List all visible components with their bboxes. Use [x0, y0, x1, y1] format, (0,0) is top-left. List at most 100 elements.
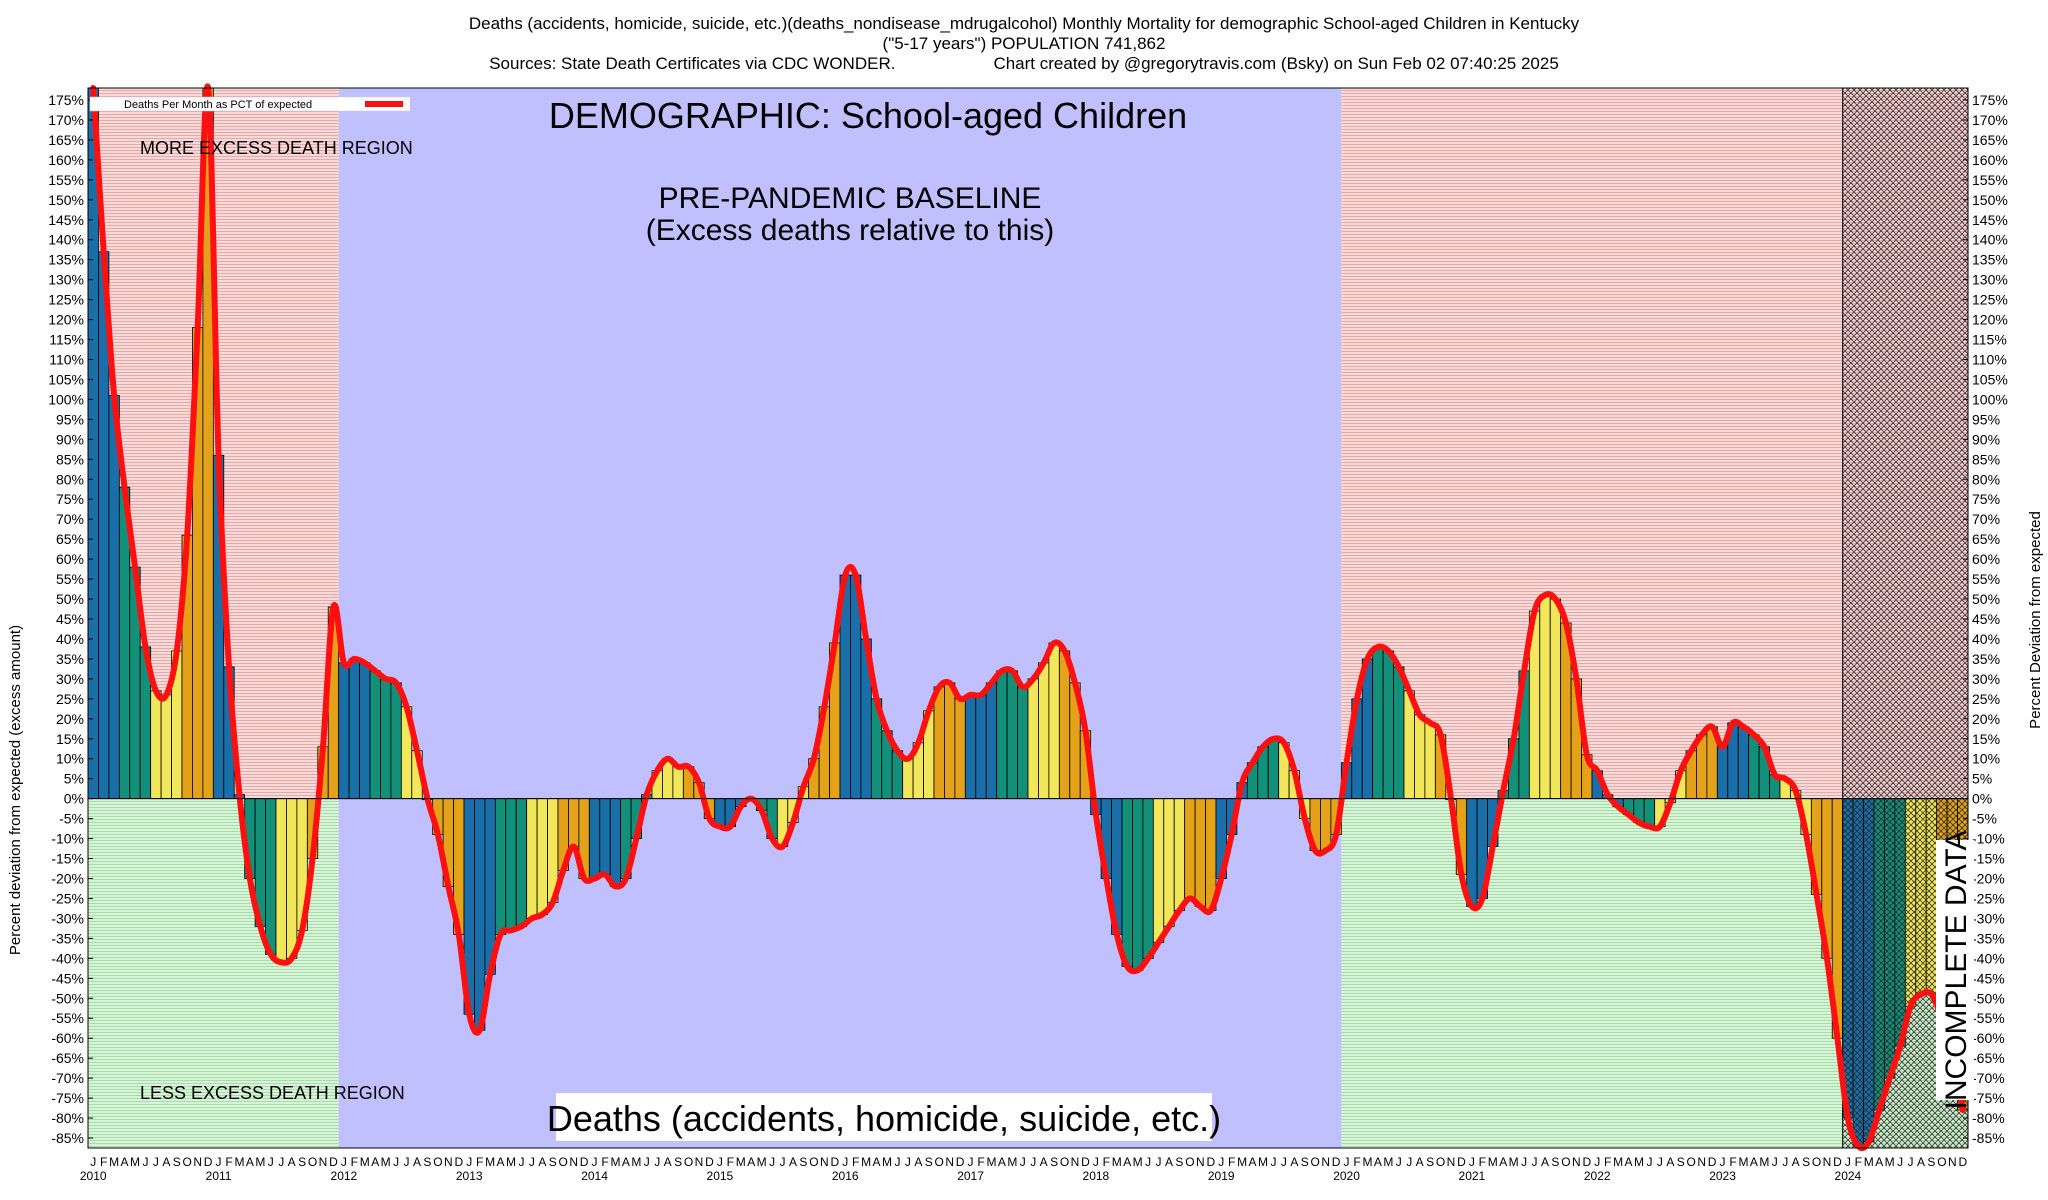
legend: Deaths Per Month as PCT of expected [89, 96, 411, 112]
bar [1121, 798, 1133, 967]
x-year-label: 2011 [206, 1169, 232, 1183]
cause-label: Deaths (accidents, homicide, suicide, et… [547, 1098, 1221, 1139]
bar [515, 798, 528, 927]
y-tick-label-left: 90% [56, 431, 84, 447]
x-month-label: J [1093, 1155, 1099, 1169]
bar [87, 87, 99, 800]
y-tick-label-right: 20% [1972, 711, 2000, 727]
x-month-label: M [506, 1155, 516, 1169]
x-month-label: J [529, 1155, 535, 1169]
x-month-label: D [1582, 1155, 1591, 1169]
x-month-label: O [1436, 1155, 1445, 1169]
x-month-label: J [780, 1155, 786, 1169]
x-month-label: O [1060, 1155, 1069, 1169]
x-month-label: M [255, 1155, 265, 1169]
bar [1716, 746, 1729, 800]
x-month-label: F [100, 1155, 107, 1169]
y-tick-label-left: 70% [56, 511, 84, 527]
y-tick-label-right: 95% [1972, 411, 2000, 427]
x-month-label: S [1050, 1155, 1058, 1169]
x-month-label: A [1040, 1155, 1048, 1169]
y-tick-label-left: 140% [48, 232, 84, 248]
y-tick-label-left: 85% [56, 451, 84, 467]
x-month-label: A [622, 1155, 630, 1169]
bar [275, 798, 287, 963]
y-tick-label-right: -15% [1972, 851, 2005, 867]
bar [1267, 738, 1280, 800]
bar [494, 798, 507, 935]
x-month-label: O [1561, 1155, 1570, 1169]
x-month-label: D [1206, 1155, 1215, 1169]
bar [1027, 678, 1039, 800]
bar [359, 662, 371, 800]
x-year-label: 2018 [1083, 1169, 1110, 1183]
y-tick-label-right: -30% [1972, 910, 2005, 926]
x-month-label: J [1270, 1155, 1276, 1169]
bar [1048, 642, 1060, 800]
bar [369, 670, 381, 800]
x-month-label: F [1353, 1155, 1360, 1169]
x-month-label: O [935, 1155, 944, 1169]
x-month-label: M [1488, 1155, 1498, 1169]
y-tick-label-left: -25% [51, 890, 84, 906]
x-month-label: F [1228, 1155, 1235, 1169]
y-tick-label-left: 155% [48, 172, 84, 188]
x-month-label: J [1030, 1155, 1036, 1169]
y-tick-label-right: 40% [1972, 631, 2000, 647]
x-month-label: A [914, 1155, 922, 1169]
y-tick-label-right: -25% [1972, 890, 2005, 906]
y-tick-label-left: 45% [56, 611, 84, 627]
x-month-label: N [1196, 1155, 1205, 1169]
x-month-label: J [142, 1155, 148, 1169]
x-year-label: 2022 [1584, 1169, 1611, 1183]
x-month-label: M [1112, 1155, 1122, 1169]
x-month-label: M [882, 1155, 892, 1169]
x-month-label: J [268, 1155, 274, 1169]
cause-label-bg [556, 1093, 1212, 1141]
legend-swatch [365, 101, 403, 107]
x-month-label: N [569, 1155, 578, 1169]
x-month-label: A [1290, 1155, 1298, 1169]
y-tick-label-left: 125% [48, 292, 84, 308]
y-tick-label-left: -70% [51, 1070, 84, 1086]
y-tick-label-left: 40% [56, 631, 84, 647]
bar [1748, 734, 1760, 800]
x-year-label: 2017 [957, 1169, 984, 1183]
y-tick-label-left: 0% [64, 791, 84, 807]
y-tick-label-left: 145% [48, 212, 84, 228]
x-year-label: 2016 [832, 1169, 859, 1183]
background-regions [88, 88, 1968, 1148]
x-month-label: M [1864, 1155, 1874, 1169]
x-month-label: S [1927, 1155, 1935, 1169]
x-month-label: O [433, 1155, 442, 1169]
y-tick-label-right: 160% [1972, 152, 2008, 168]
x-month-label: O [1687, 1155, 1696, 1169]
y-tick-label-left: 160% [48, 152, 84, 168]
x-month-label: S [1175, 1155, 1183, 1169]
y-tick-label-right: 150% [1972, 192, 2008, 208]
x-month-label: M [1613, 1155, 1623, 1169]
baseline-sublabel: (Excess deaths relative to this) [646, 214, 1055, 247]
y-tick-label-left: 10% [56, 751, 84, 767]
x-month-label: J [1782, 1155, 1788, 1169]
y-tick-label-right: 55% [1972, 571, 2000, 587]
x-month-label: M [631, 1155, 641, 1169]
x-month-label: A [371, 1155, 379, 1169]
x-month-label: S [1677, 1155, 1685, 1169]
y-tick-label-right: 155% [1972, 172, 2008, 188]
y-tick-label-right: 30% [1972, 671, 2000, 687]
bar [1142, 798, 1154, 959]
y-tick-label-left: -5% [59, 811, 84, 827]
y-tick-label-right: -20% [1972, 871, 2005, 887]
bar [944, 682, 956, 800]
x-month-label: F [601, 1155, 608, 1169]
x-month-label: S [1551, 1155, 1559, 1169]
x-month-label: M [360, 1155, 370, 1169]
x-month-label: N [1447, 1155, 1456, 1169]
x-month-label: A [1541, 1155, 1549, 1169]
plot-frame [87, 87, 1969, 1149]
x-month-label: A [1792, 1155, 1800, 1169]
y-tick-label-right: 135% [1972, 252, 2008, 268]
x-month-label: O [1937, 1155, 1946, 1169]
x-month-label: D [1833, 1155, 1842, 1169]
